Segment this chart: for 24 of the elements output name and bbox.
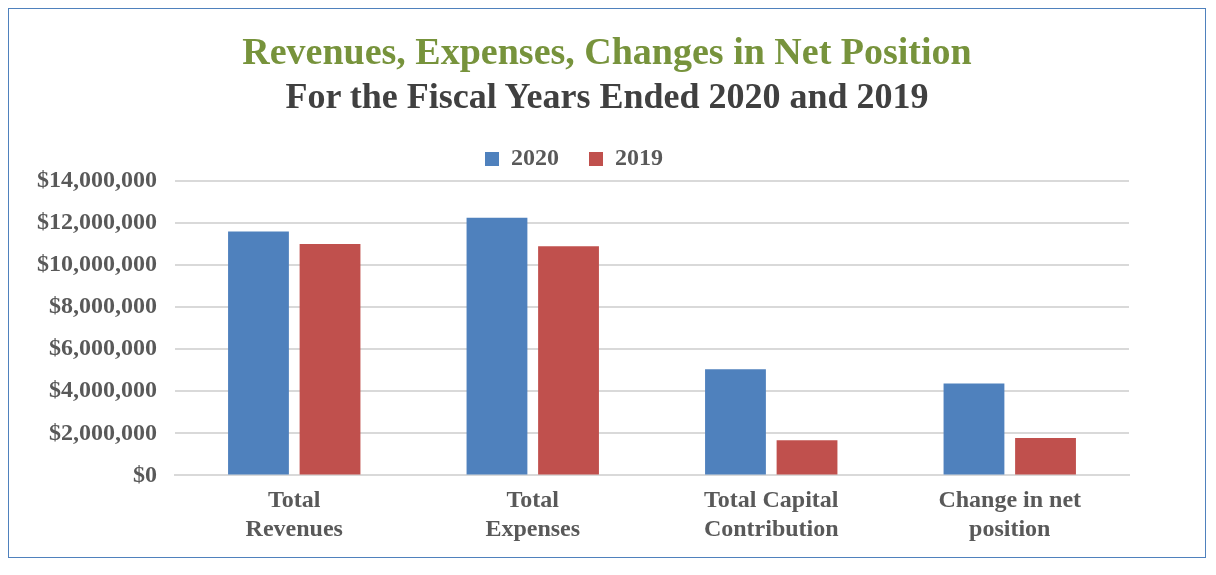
y-tick-label: $0 [133, 460, 157, 487]
x-tick-label: Change in net position [938, 486, 1082, 541]
bar [776, 440, 838, 475]
x-tick-label: Total Expenses [485, 486, 581, 541]
bar [538, 246, 599, 475]
bar [943, 383, 1005, 475]
chart-title: Revenues, Expenses, Changes in Net Position [241, 29, 973, 73]
bar [228, 231, 289, 475]
y-tick-label: $8,000,000 [49, 292, 157, 319]
x-tick-label: Total Capital Contribution [703, 486, 839, 541]
chart-subtitle: For the Fiscal Years Ended 2020 and 2019 [284, 75, 930, 117]
bar [299, 244, 361, 475]
y-tick-label: $14,000,000 [37, 166, 157, 193]
y-tick-label: $10,000,000 [37, 250, 157, 277]
y-tick-label: $6,000,000 [49, 334, 157, 361]
legend-label: 2019 [615, 144, 663, 171]
bar [466, 217, 528, 475]
legend-label: 2020 [511, 144, 559, 171]
y-tick-label: $12,000,000 [37, 208, 157, 235]
bar [1015, 437, 1076, 475]
x-tick-label: Total Revenues [245, 486, 343, 541]
y-tick-label: $4,000,000 [49, 376, 157, 403]
bar [705, 369, 766, 475]
y-tick-label: $2,000,000 [49, 418, 157, 445]
